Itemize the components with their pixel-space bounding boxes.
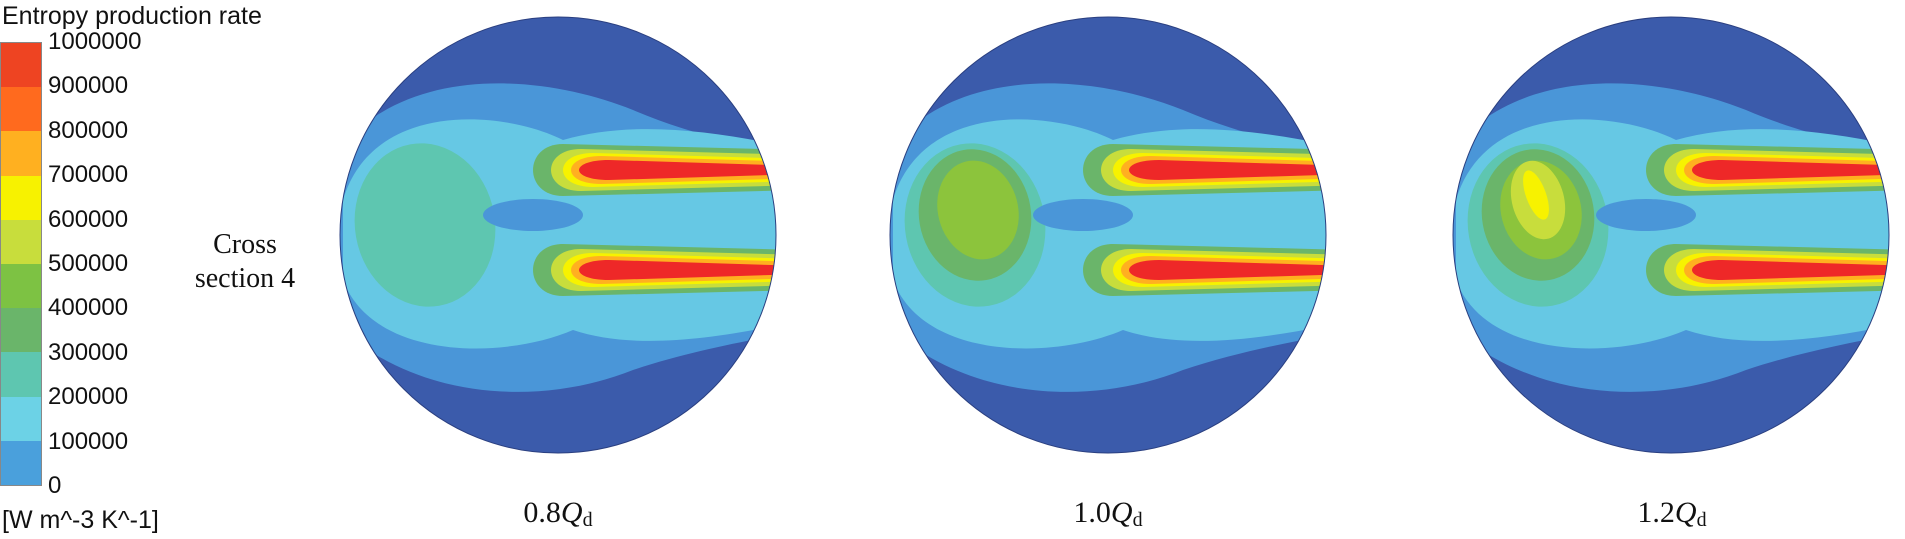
legend-tick-label: 0 (48, 472, 62, 499)
legend-tick-label: 1000000 (48, 28, 142, 55)
legend-tick-label: 900000 (48, 72, 129, 100)
legend-colorbar (0, 42, 42, 486)
legend-swatch (1, 264, 41, 309)
contour-plot-0.8qd (333, 0, 783, 470)
contour-jet-lower-layer-4 (1692, 260, 1889, 280)
legend-swatch (1, 131, 41, 176)
caption-q: Q (560, 496, 583, 529)
contour-center-gap (1596, 199, 1696, 231)
caption-q: Q (1110, 496, 1133, 529)
plot-caption-1.0qd: 1.0Qd (1008, 496, 1208, 532)
legend-tick-label: 500000 (48, 250, 129, 277)
legend-title: Entropy production rate (2, 2, 262, 30)
plot-caption-0.8qd: 0.8Qd (458, 496, 658, 532)
contour-plot-svg (1452, 16, 1890, 454)
contour-left-lobe-outer (354, 143, 496, 307)
cross-section-label-line1: Cross (213, 229, 277, 260)
legend-swatch (1, 87, 41, 132)
contour-jet-upper-layer-4 (1692, 160, 1889, 180)
contour-plot-1.2qd (1446, 0, 1896, 470)
caption-sub: d (582, 509, 593, 531)
cross-section-outline (1452, 16, 1890, 454)
contour-jet-upper-layer-4 (579, 160, 776, 180)
caption-prefix: 1.2 (1637, 496, 1675, 529)
contour-bands (1453, 17, 1889, 453)
caption-prefix: 1.0 (1073, 496, 1111, 529)
contour-jet-lower-layer-4 (579, 260, 776, 280)
cross-section-label-line2: section 4 (194, 263, 296, 294)
legend-tick-label: 800000 (48, 116, 129, 144)
legend-swatch (1, 175, 41, 220)
legend-unit: [W m^-3 K^-1] (2, 506, 159, 534)
legend-tick-label: 100000 (48, 427, 129, 455)
contour-jet-lower-layer-4 (1129, 260, 1326, 280)
contour-center-gap (1033, 199, 1133, 231)
legend-tick-label: 200000 (48, 383, 129, 411)
contour-left-lobe-peak (1523, 170, 1549, 220)
legend-tick-label: 700000 (48, 161, 129, 189)
contour-plot-svg (339, 16, 777, 454)
legend-swatch (1, 440, 41, 486)
cross-section-label: Cross section 4 (190, 228, 300, 296)
legend-tick-label: 300000 (48, 338, 129, 366)
cross-section-outline (889, 16, 1327, 454)
legend-swatch (1, 352, 41, 397)
contour-left-lobe-inner (937, 160, 1019, 260)
legend-tick-label: 400000 (48, 294, 129, 322)
caption-prefix: 0.8 (523, 496, 561, 529)
legend-swatch (1, 308, 41, 353)
legend-ticks: 1000000 900000 800000 700000 600000 500000 400… (48, 28, 198, 499)
contour-plot-1.0qd (883, 0, 1333, 470)
contour-plot-svg (889, 16, 1327, 454)
contour-bands (890, 17, 1326, 453)
caption-sub: d (1132, 509, 1143, 531)
legend-tick-label: 600000 (48, 205, 129, 233)
legend-swatch (1, 219, 41, 265)
cross-section-outline (339, 16, 777, 454)
caption-sub: d (1696, 509, 1707, 531)
legend-swatch (1, 396, 41, 441)
contour-center-gap (483, 199, 583, 231)
caption-q: Q (1674, 496, 1697, 529)
contour-bands (340, 17, 776, 453)
contour-jet-upper-layer-4 (1129, 160, 1326, 180)
legend-swatch (1, 43, 41, 88)
plot-caption-1.2qd: 1.2Qd (1572, 496, 1772, 532)
